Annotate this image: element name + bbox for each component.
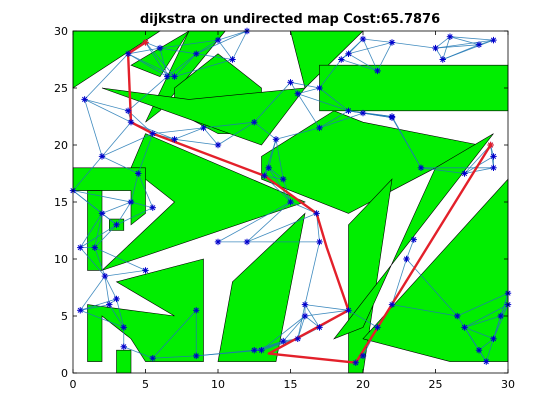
graph-node bbox=[440, 56, 446, 62]
graph-node bbox=[229, 56, 235, 62]
graph-node bbox=[193, 353, 199, 359]
graph-node bbox=[150, 205, 156, 211]
graph-edge bbox=[305, 242, 320, 305]
graph-node bbox=[490, 165, 496, 171]
graph-node bbox=[389, 39, 395, 45]
graph-node bbox=[171, 73, 177, 79]
graph-node bbox=[193, 307, 199, 313]
y-tick-label: 25 bbox=[54, 82, 68, 95]
graph-edge bbox=[102, 122, 131, 156]
graph-node bbox=[244, 239, 250, 245]
graph-node bbox=[128, 119, 134, 125]
graph-node bbox=[99, 210, 105, 216]
graph-node bbox=[121, 324, 127, 330]
graph-node bbox=[215, 142, 221, 148]
graph-node bbox=[316, 239, 322, 245]
graph-node bbox=[150, 130, 156, 136]
graph-node bbox=[215, 239, 221, 245]
start-node bbox=[142, 39, 148, 45]
graph-node bbox=[77, 307, 83, 313]
graph-node bbox=[150, 355, 156, 361]
chart-title: dijkstra on undirected map Cost:65.7876 bbox=[140, 12, 440, 27]
graph-edge bbox=[349, 42, 393, 53]
x-tick-label: 25 bbox=[429, 378, 443, 391]
graph-edge bbox=[85, 99, 129, 110]
graph-edge bbox=[85, 99, 131, 122]
x-tick-label: 10 bbox=[211, 378, 225, 391]
graph-node bbox=[193, 51, 199, 57]
graph-node bbox=[92, 244, 98, 250]
graph-node bbox=[490, 37, 496, 43]
graph-edge bbox=[105, 270, 146, 276]
y-tick-label: 30 bbox=[54, 25, 68, 38]
y-tick-label: 20 bbox=[54, 139, 68, 152]
y-tick-label: 5 bbox=[61, 310, 68, 323]
graph-edge bbox=[443, 37, 450, 60]
x-tick-label: 5 bbox=[142, 378, 149, 391]
graph-node bbox=[157, 45, 163, 51]
graph-node bbox=[77, 244, 83, 250]
graph-edge bbox=[392, 42, 436, 48]
graph-node bbox=[261, 173, 267, 179]
y-tick-label: 10 bbox=[54, 253, 68, 266]
obstacle-5 bbox=[320, 65, 509, 111]
graph-node bbox=[99, 153, 105, 159]
graph-node bbox=[135, 170, 141, 176]
graph-node bbox=[128, 199, 134, 205]
graph-node bbox=[142, 267, 148, 273]
graph-edge bbox=[283, 316, 305, 341]
graph-edge bbox=[85, 99, 102, 156]
graph-node bbox=[200, 125, 206, 131]
graph-edge bbox=[298, 94, 320, 128]
graph-node bbox=[125, 108, 131, 114]
obstacle-17 bbox=[117, 350, 132, 373]
graph-node bbox=[113, 296, 119, 302]
graph-node bbox=[313, 210, 319, 216]
graph-edge bbox=[102, 202, 131, 213]
graph-edge bbox=[363, 39, 392, 42]
graph-node bbox=[215, 37, 221, 43]
graph-node bbox=[302, 301, 308, 307]
y-tick-label: 0 bbox=[61, 367, 68, 380]
graph-node bbox=[164, 73, 170, 79]
graph-node bbox=[490, 153, 496, 159]
graph-node bbox=[106, 301, 112, 307]
x-tick-label: 15 bbox=[284, 378, 298, 391]
goal-node bbox=[487, 142, 493, 148]
graph-node bbox=[121, 344, 127, 350]
x-tick-label: 30 bbox=[501, 378, 515, 391]
graph-node bbox=[171, 136, 177, 142]
x-tick-label: 0 bbox=[70, 378, 77, 391]
graph-edge bbox=[305, 305, 349, 311]
x-tick-label: 20 bbox=[356, 378, 370, 391]
y-tick-label: 15 bbox=[54, 196, 68, 209]
